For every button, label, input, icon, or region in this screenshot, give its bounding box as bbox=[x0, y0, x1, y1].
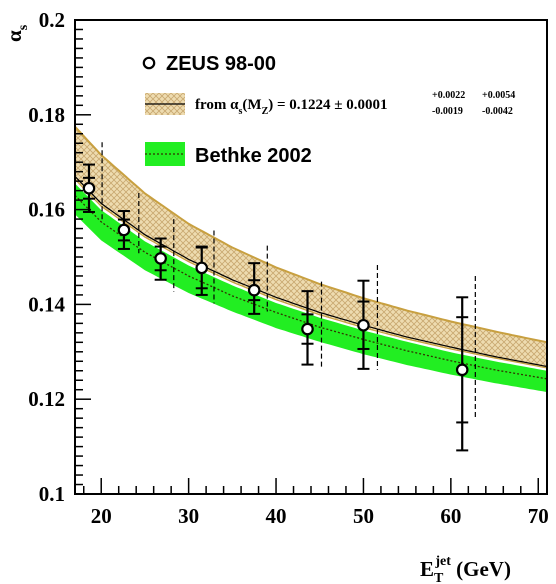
data-marker bbox=[301, 322, 314, 336]
data-point bbox=[154, 219, 175, 292]
legend-zeus-label: ZEUS 98-00 bbox=[166, 53, 276, 75]
data-point bbox=[195, 230, 215, 304]
data-point bbox=[301, 281, 323, 367]
theory-bands bbox=[75, 126, 547, 393]
legend-sys-up: +0.0022 bbox=[432, 90, 465, 101]
x-axis-label-sub: T bbox=[434, 571, 444, 584]
axes: 20 30 40 50 60 70 0.1 0.12 0.14 0.16 0.18 0.2 bbox=[28, 8, 549, 528]
data-marker bbox=[117, 223, 131, 237]
zeus-band-upper-edge bbox=[75, 126, 547, 344]
y-axis-label: αs bbox=[2, 24, 31, 42]
bethke-band bbox=[75, 183, 547, 393]
y-tick-label: 0.18 bbox=[28, 103, 65, 127]
data-point bbox=[455, 275, 476, 452]
data-point bbox=[357, 265, 379, 370]
zeus-band-lower-edge bbox=[75, 178, 547, 369]
y-axis-label-main: α bbox=[2, 30, 26, 42]
y-tick-label: 0.12 bbox=[28, 387, 65, 411]
zeus-theory-band bbox=[75, 126, 547, 368]
x-tick-label: 50 bbox=[353, 504, 374, 528]
x-tick-label: 60 bbox=[440, 504, 461, 528]
data-points bbox=[82, 142, 476, 452]
x-axis-label-sup: jet bbox=[434, 554, 451, 569]
data-point bbox=[247, 245, 268, 315]
y-tick-label: 0.2 bbox=[39, 8, 65, 32]
x-axis-label: ETjet (GeV) bbox=[420, 554, 511, 584]
zeus-central-line bbox=[75, 175, 547, 368]
data-point bbox=[117, 193, 140, 254]
legend-band-label: from αs(MZ) = 0.1224 ± 0.0001 bbox=[195, 97, 388, 117]
y-axis-label-sub: s bbox=[16, 24, 31, 30]
x-tick-label: 20 bbox=[91, 504, 112, 528]
data-point bbox=[82, 142, 103, 223]
legend-th-down: -0.0042 bbox=[482, 106, 513, 117]
y-tick-label: 0.16 bbox=[28, 198, 65, 222]
data-marker bbox=[195, 261, 209, 275]
data-marker bbox=[82, 181, 96, 195]
x-tick-label: 30 bbox=[178, 504, 199, 528]
y-tick-label: 0.14 bbox=[28, 292, 65, 316]
x-tick-label: 70 bbox=[528, 504, 549, 528]
data-marker bbox=[455, 363, 469, 377]
y-tick-label: 0.1 bbox=[39, 482, 65, 506]
x-axis-label-unit: (GeV) bbox=[451, 557, 511, 581]
data-marker bbox=[357, 318, 370, 332]
legend-sys-down: -0.0019 bbox=[432, 106, 463, 117]
x-axis-label-main: E bbox=[420, 557, 434, 581]
bethke-central-line bbox=[75, 194, 547, 380]
data-marker bbox=[154, 252, 167, 265]
data-marker bbox=[247, 283, 261, 297]
legend-zeus-marker bbox=[142, 56, 156, 70]
legend-bethke-label: Bethke 2002 bbox=[195, 145, 312, 167]
legend-th-up: +0.0054 bbox=[482, 90, 515, 101]
x-tick-label: 40 bbox=[266, 504, 287, 528]
legend: ZEUS 98-00 from αs(MZ) = 0.1224 ± 0.0001 +… bbox=[142, 53, 515, 167]
